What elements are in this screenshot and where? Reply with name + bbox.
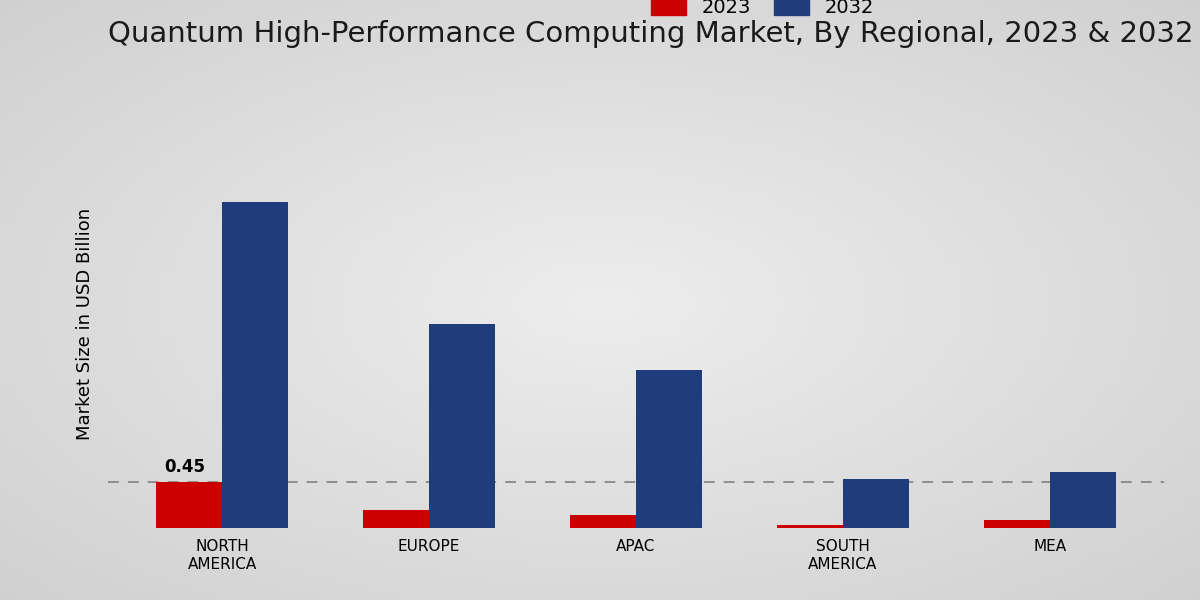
Bar xyxy=(222,202,288,528)
Bar xyxy=(156,482,222,528)
Bar xyxy=(570,515,636,528)
Bar xyxy=(842,479,910,528)
Bar xyxy=(776,525,842,528)
Bar xyxy=(1050,472,1116,528)
Y-axis label: Market Size in USD Billion: Market Size in USD Billion xyxy=(76,208,94,440)
Bar xyxy=(430,324,496,528)
Text: Quantum High-Performance Computing Market, By Regional, 2023 & 2032: Quantum High-Performance Computing Marke… xyxy=(108,20,1194,48)
Bar xyxy=(984,520,1050,528)
Text: 0.45: 0.45 xyxy=(164,458,205,476)
Bar xyxy=(636,370,702,528)
Legend: 2023, 2032: 2023, 2032 xyxy=(642,0,884,26)
Bar xyxy=(362,509,430,528)
